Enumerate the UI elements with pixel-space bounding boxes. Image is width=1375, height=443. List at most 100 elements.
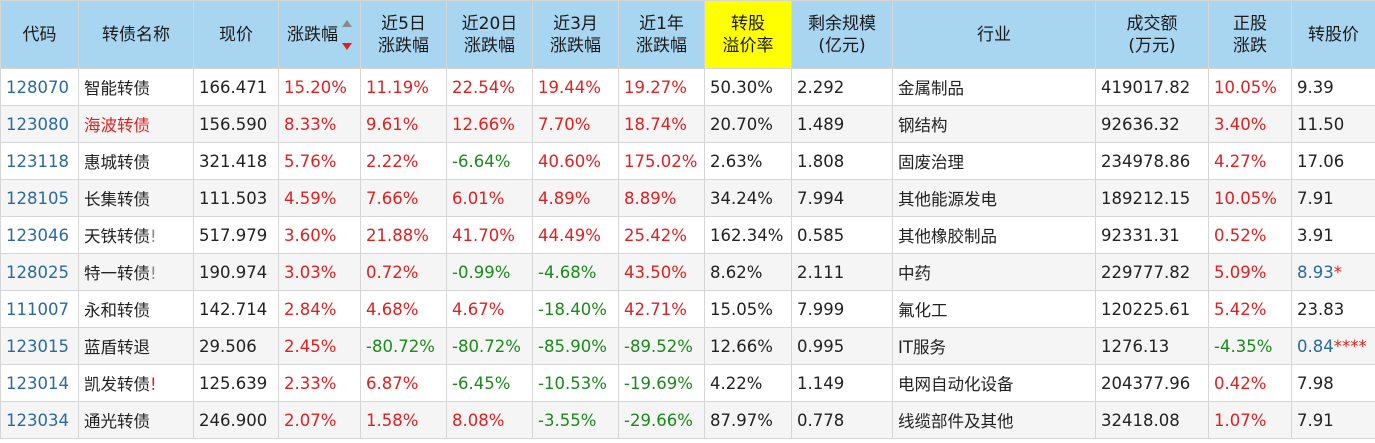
header-line1: 近20日 bbox=[461, 13, 518, 34]
cell-code[interactable]: 111007 bbox=[0, 290, 79, 328]
header-line1: 近5日 bbox=[381, 13, 426, 34]
table-row[interactable]: 128025 特一转债! 190.974 3.03% 0.72% -0.99% -4.68%… bbox=[0, 253, 1375, 291]
cell-code[interactable]: 123046 bbox=[0, 216, 79, 254]
sort-up-icon[interactable] bbox=[342, 19, 352, 27]
cell-name[interactable]: 智能转债 bbox=[78, 68, 194, 106]
bond-name-link[interactable]: 通光转债 bbox=[84, 412, 150, 431]
col-header-code[interactable]: 代码 bbox=[0, 0, 79, 69]
conversion-price-value: 9.39 bbox=[1297, 77, 1334, 97]
col-header-amount[interactable]: 成交额 (万元) bbox=[1095, 0, 1209, 69]
header-row: 代码 转债名称 现价 涨跌幅 近5日 涨跌幅 近20日 涨跌幅 近3月 涨跌幅 近1年… bbox=[0, 0, 1375, 69]
table-row[interactable]: 123080 海波转债 156.590 8.33% 9.61% 12.66% 7.70% 18… bbox=[0, 105, 1375, 143]
col-header-conversion-price[interactable]: 转股价 bbox=[1291, 0, 1375, 69]
cell-stock-change: 10.05% bbox=[1208, 68, 1292, 106]
conversion-price-value: 8.93 bbox=[1297, 262, 1334, 282]
col-header-remaining[interactable]: 剩余规模 (亿元) bbox=[791, 0, 893, 69]
cell-amount: 32418.08 bbox=[1095, 401, 1209, 439]
cell-conversion-price: 7.91 bbox=[1291, 401, 1375, 439]
cell-price: 29.506 bbox=[193, 327, 279, 365]
sort-control[interactable]: 涨跌幅 bbox=[287, 19, 352, 50]
col-header-premium[interactable]: 转股 溢价率 bbox=[704, 0, 792, 69]
cell-amount: 120225.61 bbox=[1095, 290, 1209, 328]
cell-change: 2.45% bbox=[278, 327, 361, 365]
col-header-stock-change[interactable]: 正股 涨跌 bbox=[1208, 0, 1292, 69]
header-line2: 涨跌幅 bbox=[464, 35, 515, 56]
cell-industry: 线缆部件及其他 bbox=[892, 401, 1096, 439]
cell-premium: 4.22% bbox=[704, 364, 792, 402]
col-header-price[interactable]: 现价 bbox=[193, 0, 279, 69]
cell-20d-change: -80.72% bbox=[446, 327, 533, 365]
bond-name-link[interactable]: 海波转债 bbox=[84, 116, 150, 135]
cell-3m-change: 40.60% bbox=[532, 142, 619, 180]
cell-industry: 氟化工 bbox=[892, 290, 1096, 328]
cell-stock-change: 0.42% bbox=[1208, 364, 1292, 402]
cell-amount: 204377.96 bbox=[1095, 364, 1209, 402]
cell-code[interactable]: 128105 bbox=[0, 179, 79, 217]
cell-3m-change: -85.90% bbox=[532, 327, 619, 365]
cell-name[interactable]: 特一转债! bbox=[78, 253, 194, 291]
cell-code[interactable]: 123015 bbox=[0, 327, 79, 365]
cell-name[interactable]: 天铁转债! bbox=[78, 216, 194, 254]
sort-down-icon[interactable] bbox=[342, 42, 352, 50]
cell-20d-change: -6.64% bbox=[446, 142, 533, 180]
cell-industry: 电网自动化设备 bbox=[892, 364, 1096, 402]
table-row[interactable]: 128105 长集转债 111.503 4.59% 7.66% 6.01% 4.89% 8.8… bbox=[0, 179, 1375, 217]
bond-name-link[interactable]: 惠城转债 bbox=[84, 153, 150, 172]
col-header-change[interactable]: 涨跌幅 bbox=[278, 0, 361, 69]
cell-price: 125.639 bbox=[193, 364, 279, 402]
bond-name-link[interactable]: 特一转债 bbox=[84, 264, 150, 283]
cell-code[interactable]: 123080 bbox=[0, 105, 79, 143]
cell-remaining: 2.292 bbox=[791, 68, 893, 106]
table-row[interactable]: 123118 惠城转债 321.418 5.76% 2.22% -6.64% 40.60% 1… bbox=[0, 142, 1375, 180]
bond-name-link[interactable]: 智能转债 bbox=[84, 79, 150, 98]
table-row[interactable]: 123014 凯发转债! 125.639 2.33% 6.87% -6.45% -10.53… bbox=[0, 364, 1375, 402]
cell-code[interactable]: 128025 bbox=[0, 253, 79, 291]
cell-conversion-price: 3.91 bbox=[1291, 216, 1375, 254]
bond-name-link[interactable]: 长集转债 bbox=[84, 190, 150, 209]
cell-3m-change: 7.70% bbox=[532, 105, 619, 143]
conversion-price-value: 7.91 bbox=[1297, 188, 1334, 208]
table-row[interactable]: 123034 通光转债 246.900 2.07% 1.58% 8.08% -3.55% -2… bbox=[0, 401, 1375, 439]
col-header-20d-change[interactable]: 近20日 涨跌幅 bbox=[446, 0, 533, 69]
cell-name[interactable]: 凯发转债! bbox=[78, 364, 194, 402]
table-row[interactable]: 111007 永和转债 142.714 2.84% 4.68% 4.67% -18.40% 4… bbox=[0, 290, 1375, 328]
cell-change: 2.84% bbox=[278, 290, 361, 328]
conversion-price-value: 3.91 bbox=[1297, 225, 1334, 245]
table-row[interactable]: 128070 智能转债 166.471 15.20% 11.19% 22.54% 19.44… bbox=[0, 68, 1375, 106]
cell-code[interactable]: 123034 bbox=[0, 401, 79, 439]
conversion-price-value: 23.83 bbox=[1297, 299, 1345, 319]
cell-stock-change: -4.35% bbox=[1208, 327, 1292, 365]
cell-code[interactable]: 123118 bbox=[0, 142, 79, 180]
col-header-name[interactable]: 转债名称 bbox=[78, 0, 194, 69]
cell-1y-change: 42.71% bbox=[618, 290, 705, 328]
col-header-1y-change[interactable]: 近1年 涨跌幅 bbox=[618, 0, 705, 69]
cell-premium: 20.70% bbox=[704, 105, 792, 143]
cell-code[interactable]: 123014 bbox=[0, 364, 79, 402]
cell-name[interactable]: 海波转债 bbox=[78, 105, 194, 143]
header-line1: 成交额 bbox=[1126, 13, 1178, 34]
cell-name[interactable]: 蓝盾转退 bbox=[78, 327, 194, 365]
cell-name[interactable]: 永和转债 bbox=[78, 290, 194, 328]
col-header-3m-change[interactable]: 近3月 涨跌幅 bbox=[532, 0, 619, 69]
cell-name[interactable]: 通光转债 bbox=[78, 401, 194, 439]
cell-code[interactable]: 128070 bbox=[0, 68, 79, 106]
cell-name[interactable]: 惠城转债 bbox=[78, 142, 194, 180]
cell-industry: 钢结构 bbox=[892, 105, 1096, 143]
cell-conversion-price[interactable]: 0.84**** bbox=[1291, 327, 1375, 365]
cell-price: 321.418 bbox=[193, 142, 279, 180]
bond-name-link[interactable]: 凯发转债 bbox=[84, 375, 150, 394]
bond-name-link[interactable]: 蓝盾转退 bbox=[84, 338, 150, 357]
cell-conversion-price: 7.98 bbox=[1291, 364, 1375, 402]
table-row[interactable]: 123046 天铁转债! 517.979 3.60% 21.88% 41.70% 44.49… bbox=[0, 216, 1375, 254]
col-header-industry[interactable]: 行业 bbox=[892, 0, 1096, 69]
cell-1y-change: 25.42% bbox=[618, 216, 705, 254]
header-line2: (亿元) bbox=[818, 35, 866, 56]
cell-conversion-price[interactable]: 8.93* bbox=[1291, 253, 1375, 291]
cell-5d-change: 2.22% bbox=[360, 142, 447, 180]
cell-name[interactable]: 长集转债 bbox=[78, 179, 194, 217]
bond-name-link[interactable]: 永和转债 bbox=[84, 301, 150, 320]
col-header-5d-change[interactable]: 近5日 涨跌幅 bbox=[360, 0, 447, 69]
bond-name-link[interactable]: 天铁转债 bbox=[84, 227, 150, 246]
table-row[interactable]: 123015 蓝盾转退 29.506 2.45% -80.72% -80.72% -85.9… bbox=[0, 327, 1375, 365]
